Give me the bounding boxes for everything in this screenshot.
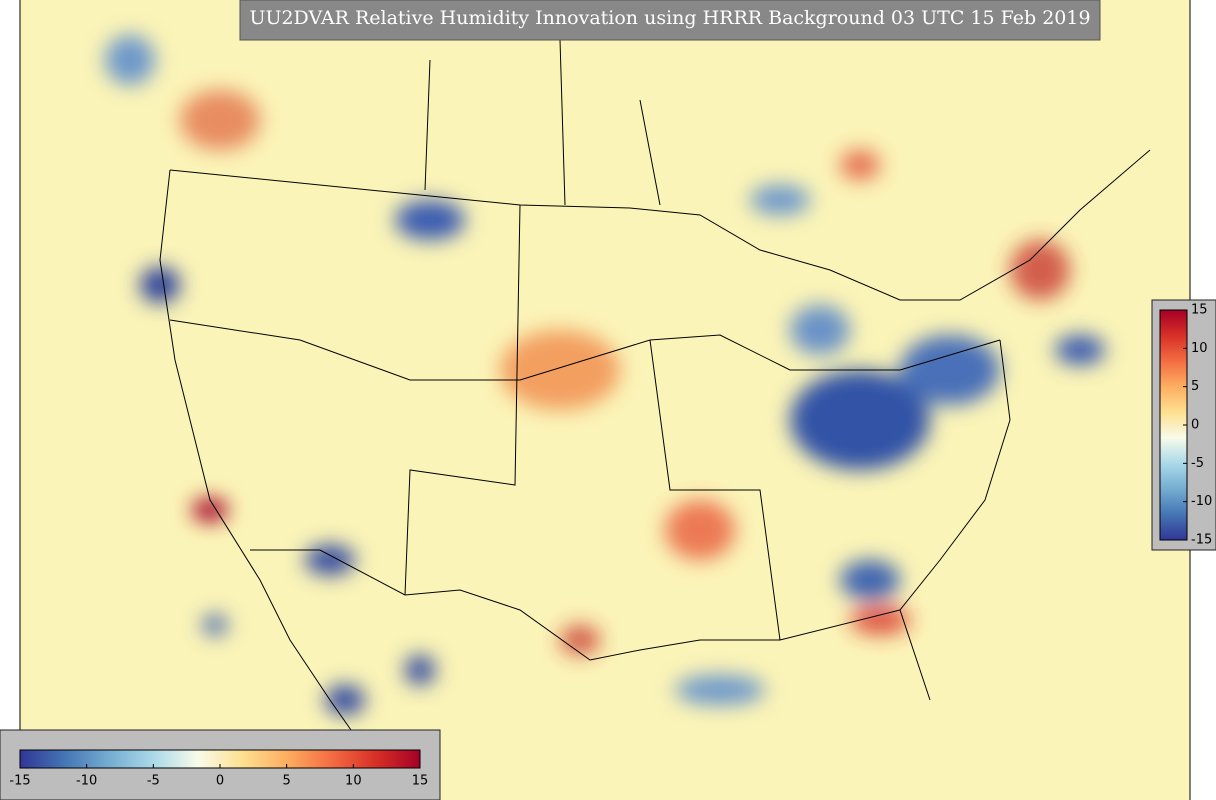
- boundaries: [159, 39, 1151, 800]
- tick-label: 15: [412, 774, 429, 789]
- title-box: [239, 0, 1101, 41]
- innovation-field: [105, 35, 1105, 715]
- tick-label: -10: [76, 774, 97, 789]
- tick-label: 0: [216, 774, 224, 789]
- tick-label: 0: [1191, 418, 1199, 433]
- tick-label: -5: [1191, 456, 1204, 471]
- tick-label: -15: [1191, 533, 1212, 548]
- map-title: UU2DVAR Relative Humidity Innovation usi…: [249, 7, 1090, 29]
- tick-label: 15: [1191, 303, 1208, 318]
- tick-label: 5: [283, 774, 291, 789]
- tick-label: -5: [147, 774, 160, 789]
- colorbar: [1159, 309, 1188, 541]
- tick-label: -15: [9, 774, 30, 789]
- tick-label: 10: [345, 774, 362, 789]
- tick-label: -10: [1191, 494, 1212, 509]
- tick-label: 5: [1191, 379, 1199, 394]
- tick-label: 10: [1191, 341, 1208, 356]
